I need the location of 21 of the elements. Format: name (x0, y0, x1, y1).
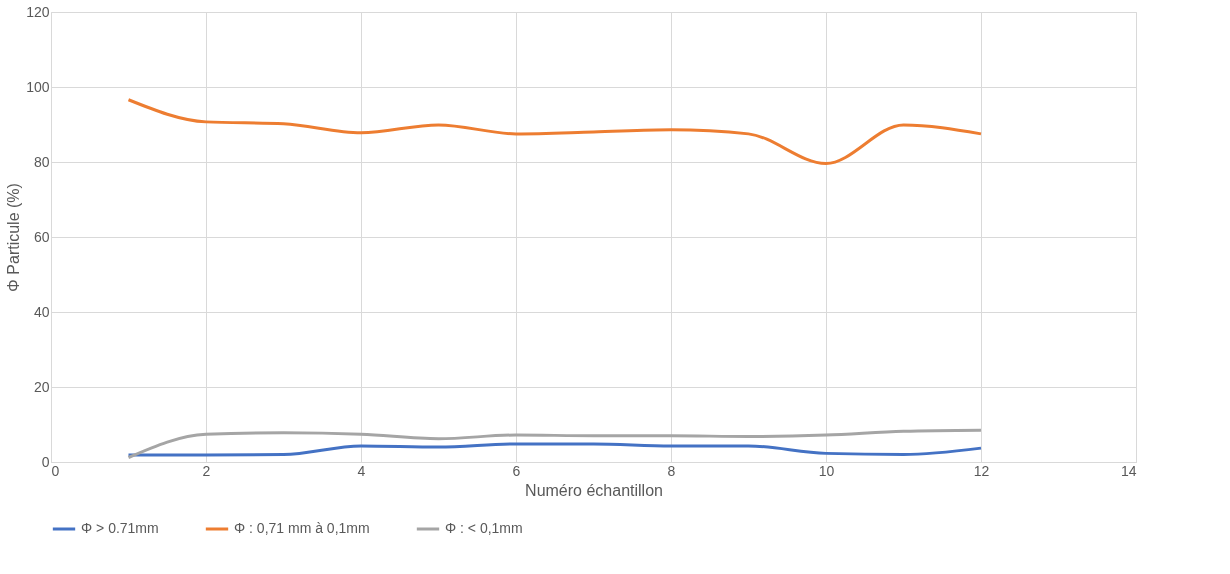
legend-label: Φ : < 0,1mm (445, 520, 523, 536)
y-tick-label: 120 (26, 3, 50, 20)
line-series (127, 98, 983, 165)
y-tick-label: 80 (33, 153, 50, 170)
x-axis-title: Numéro échantillon (525, 481, 663, 499)
y-tick-label: 100 (26, 78, 50, 95)
y-tick-label: 60 (33, 228, 50, 245)
x-tick-label: 4 (357, 462, 366, 479)
line-series (127, 428, 983, 459)
legend-label: Φ > 0.71mm (81, 520, 159, 536)
y-tick-label: 20 (33, 378, 50, 395)
line-series (127, 442, 983, 457)
y-tick-label: 40 (33, 303, 50, 320)
y-axis-title: Φ Particule (%) (5, 183, 23, 292)
x-tick-label: 14 (1120, 462, 1137, 479)
x-tick-label: 6 (512, 462, 521, 479)
x-tick-label: 12 (973, 462, 990, 479)
x-tick-label: 2 (202, 462, 211, 479)
x-tick-label: 10 (818, 462, 835, 479)
x-tick-label: 8 (667, 462, 676, 479)
legend-label: Φ : 0,71 mm à 0,1mm (234, 520, 370, 536)
